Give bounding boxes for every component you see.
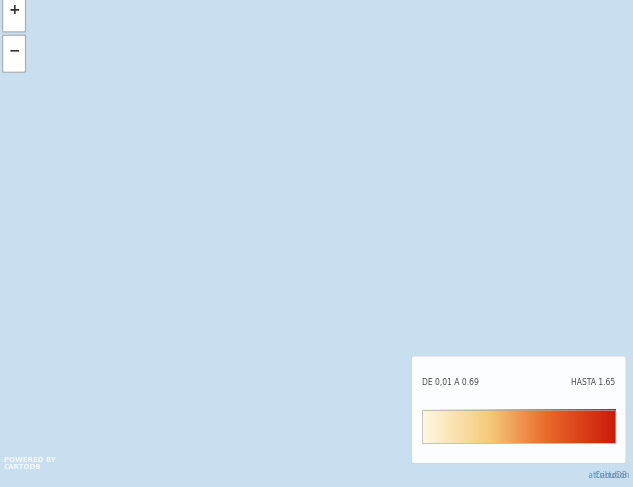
- FancyBboxPatch shape: [411, 356, 626, 464]
- FancyBboxPatch shape: [3, 0, 25, 32]
- Text: HASTA 1.65: HASTA 1.65: [571, 378, 615, 387]
- Text: CartoDB: CartoDB: [595, 471, 629, 480]
- Bar: [422, 410, 615, 443]
- Text: POWERED BY
CARTODB: POWERED BY CARTODB: [4, 457, 56, 470]
- Text: DE 0,01 A 0.69: DE 0,01 A 0.69: [422, 378, 479, 387]
- FancyBboxPatch shape: [3, 35, 25, 72]
- Text: −: −: [8, 43, 20, 57]
- Text: +: +: [8, 3, 20, 17]
- Text: attribution: attribution: [574, 471, 629, 480]
